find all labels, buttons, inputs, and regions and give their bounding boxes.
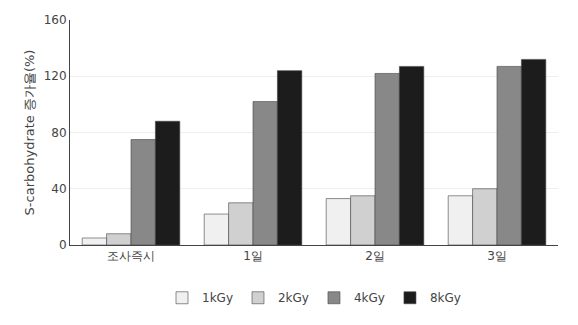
svg-text:4kGy: 4kGy: [354, 291, 385, 305]
svg-text:8kGy: 8kGy: [430, 291, 461, 305]
svg-text:2kGy: 2kGy: [278, 291, 309, 305]
svg-text:1일: 1일: [243, 249, 263, 263]
svg-text:160: 160: [44, 13, 67, 27]
svg-text:80: 80: [51, 126, 66, 140]
svg-text:0: 0: [59, 238, 67, 252]
svg-text:3일: 3일: [487, 249, 507, 263]
svg-text:S-carbohydrate 증가율(%): S-carbohydrate 증가율(%): [22, 50, 37, 216]
svg-text:120: 120: [44, 69, 67, 83]
svg-text:2일: 2일: [365, 249, 385, 263]
svg-text:조사즉시: 조사즉시: [107, 249, 155, 263]
svg-text:1kGy: 1kGy: [202, 291, 233, 305]
svg-text:40: 40: [51, 182, 66, 196]
